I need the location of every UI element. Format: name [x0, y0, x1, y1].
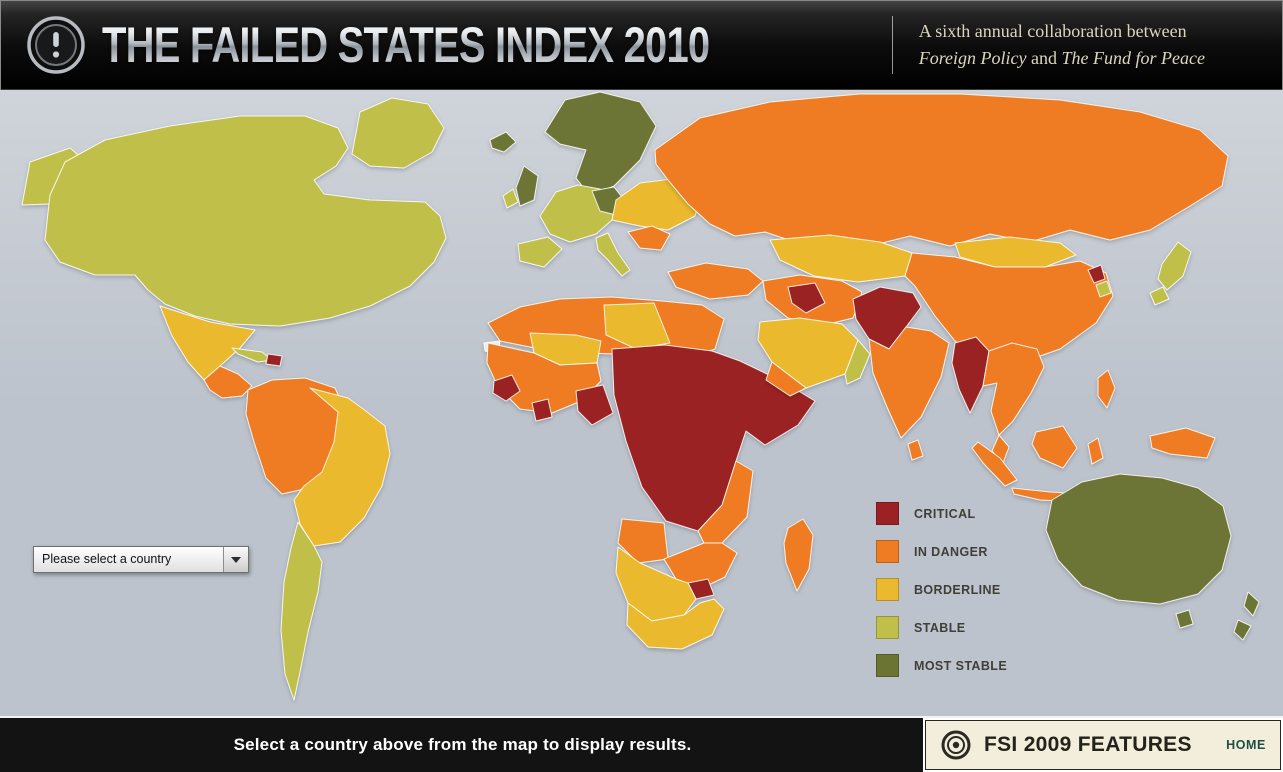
legend-label-stable: STABLE: [914, 620, 966, 635]
map-legend: CRITICAL IN DANGER BORDERLINE STABLE MOS…: [876, 502, 1007, 677]
fsi-logo-icon: [27, 15, 85, 74]
chevron-down-icon: [231, 556, 241, 563]
legend-swatch-critical: [876, 502, 899, 525]
collab-line2: Foreign Policy and The Fund for Peace: [919, 45, 1205, 71]
continent-asia[interactable]: [654, 93, 1229, 503]
legend-label-in-danger: IN DANGER: [914, 544, 988, 559]
legend-row-critical: CRITICAL: [876, 502, 1007, 525]
collab-and: and: [1026, 47, 1062, 68]
collaboration-text: A sixth annual collaboration between For…: [919, 18, 1205, 70]
dropdown-arrow-button[interactable]: [223, 547, 248, 572]
continent-europe[interactable]: [489, 91, 703, 277]
collab-line1: A sixth annual collaboration between: [918, 21, 1187, 42]
continent-oceania[interactable]: [1045, 427, 1260, 641]
country-dropdown[interactable]: Please select a country: [33, 546, 249, 573]
map-section: Please select a country CRITICAL IN DANG…: [0, 90, 1283, 716]
fsi-2009-logo-icon: [941, 730, 971, 760]
legend-row-borderline: BORDERLINE: [876, 578, 1007, 601]
fsi-2009-features-button[interactable]: FSI 2009 FEATURES HOME: [925, 720, 1281, 770]
foreign-policy-name: Foreign Policy: [918, 47, 1027, 68]
footer-instruction: Select a country above from the map to d…: [233, 735, 692, 754]
header-divider: [891, 15, 893, 74]
legend-swatch-most-stable: [876, 654, 899, 677]
legend-row-most-stable: MOST STABLE: [876, 654, 1007, 677]
legend-label-borderline: BORDERLINE: [914, 582, 1001, 597]
header: THE FAILED STATES INDEX 2010 A sixth ann…: [0, 0, 1283, 90]
legend-swatch-stable: [876, 616, 899, 639]
legend-swatch-borderline: [876, 578, 899, 601]
legend-label-most-stable: MOST STABLE: [914, 658, 1008, 673]
fsi-2009-features-label: FSI 2009 FEATURES: [984, 733, 1192, 756]
page-title: THE FAILED STATES INDEX 2010: [102, 16, 710, 73]
legend-label-critical: CRITICAL: [914, 506, 976, 521]
legend-row-in-danger: IN DANGER: [876, 540, 1007, 563]
world-map[interactable]: [0, 90, 1283, 716]
footer: Select a country above from the map to d…: [0, 716, 1283, 772]
home-link[interactable]: HOME: [1226, 738, 1266, 752]
continent-south-america[interactable]: [245, 377, 391, 701]
continent-north-america[interactable]: [21, 97, 447, 399]
fund-for-peace-name: The Fund for Peace: [1061, 47, 1205, 68]
legend-row-stable: STABLE: [876, 616, 1007, 639]
header-collab-block: A sixth annual collaboration between For…: [891, 15, 1205, 74]
footer-message-area: Select a country above from the map to d…: [0, 718, 925, 772]
country-dropdown-value: Please select a country: [42, 552, 172, 566]
continent-africa[interactable]: [483, 296, 816, 650]
legend-swatch-in-danger: [876, 540, 899, 563]
